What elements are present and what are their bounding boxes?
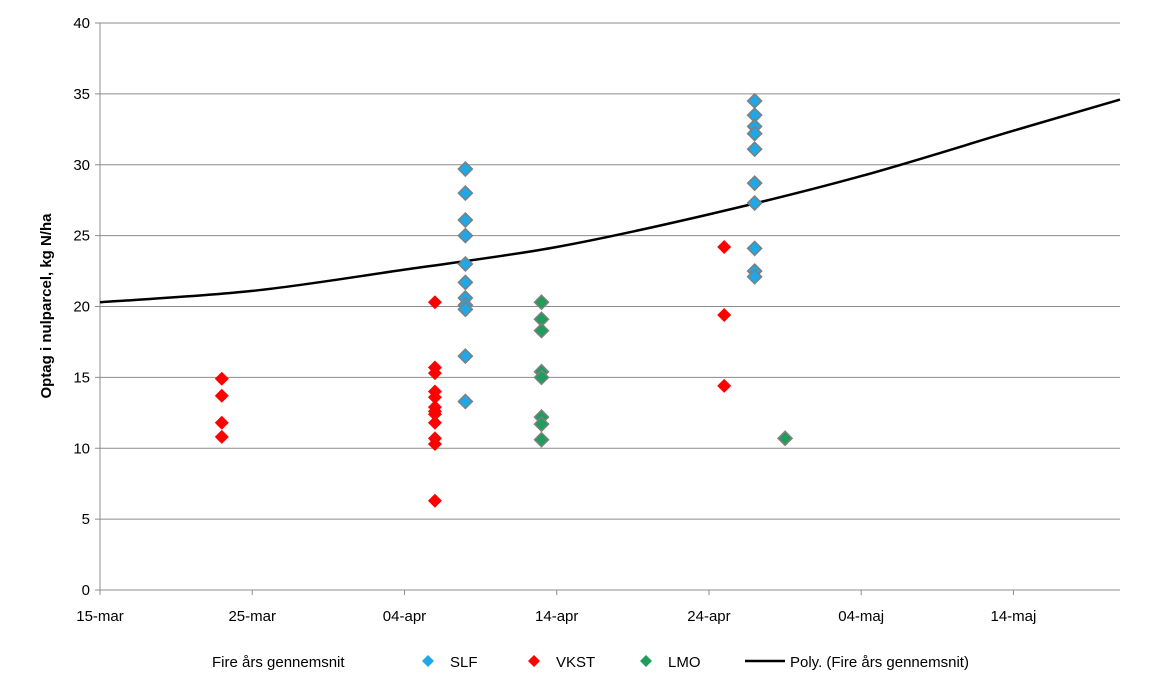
data-point-vkst [427, 366, 442, 381]
gridlines [100, 22, 1120, 520]
trendline [99, 98, 1121, 304]
legend-label-lmo: LMO [668, 654, 701, 671]
data-point-vkst [214, 388, 229, 403]
data-point-slf [746, 194, 763, 212]
data-point-slf [457, 348, 474, 365]
data-point-slf [457, 301, 474, 318]
x-tick-label: 15-mar [76, 608, 124, 625]
data-point-slf [457, 160, 474, 178]
y-tick-label: 5 [82, 511, 90, 528]
data-point-slf [457, 211, 474, 229]
legend-marker-lmo [640, 655, 652, 667]
legend-label-trendline: Poly. (Fire års gennemsnit) [790, 654, 969, 671]
data-point-slf [746, 268, 763, 285]
data-point-vkst [717, 239, 732, 254]
data-point-vkst [427, 493, 442, 508]
y-tick-label: 30 [73, 157, 90, 174]
data-point-lmo [533, 431, 550, 448]
data-point-vkst [717, 308, 732, 323]
y-tick-label: 35 [73, 86, 90, 103]
data-point-lmo [533, 416, 550, 433]
axes [95, 22, 1120, 595]
data-point-lmo [533, 369, 550, 386]
y-tick-label: 10 [73, 440, 90, 457]
data-points [214, 92, 794, 508]
data-point-lmo [533, 322, 550, 339]
x-tick-label: 25-mar [228, 608, 276, 625]
y-tick-label: 25 [73, 228, 90, 245]
data-point-vkst [214, 429, 229, 444]
data-point-lmo [533, 294, 550, 311]
data-point-slf [746, 175, 763, 192]
data-point-vkst [214, 371, 229, 386]
trendline-path [99, 98, 1121, 304]
data-point-vkst [427, 415, 442, 430]
y-tick-label: 0 [82, 582, 90, 599]
data-point-slf [457, 274, 474, 291]
y-tick-label: 15 [73, 369, 90, 386]
data-point-vkst [427, 407, 442, 422]
y-tick-label: 40 [73, 15, 90, 32]
legend-label-vkst: VKST [556, 654, 595, 671]
legend-marker-vkst [528, 655, 540, 667]
data-point-vkst [717, 378, 732, 393]
y-tick-label: 20 [73, 299, 90, 316]
y-axis-title: Optag i nulparcel, kg N/ha [38, 213, 55, 399]
x-tick-label: 14-maj [991, 608, 1037, 625]
data-point-slf [457, 227, 474, 244]
data-point-slf [746, 92, 763, 110]
x-tick-label: 04-apr [383, 608, 426, 625]
legend: Fire års gennemsnit SLF VKST LMO Poly. (Fir… [212, 654, 969, 671]
y-tick-labels: 0 5 10 15 20 25 30 35 40 [73, 15, 90, 599]
data-point-slf [457, 393, 474, 410]
legend-marker-slf [422, 655, 434, 667]
data-point-slf [746, 240, 763, 257]
x-tick-label: 14-apr [535, 608, 578, 625]
data-point-lmo [777, 430, 794, 447]
x-tick-label: 04-maj [838, 608, 884, 625]
data-point-slf [746, 125, 763, 142]
data-point-vkst [427, 390, 442, 405]
legend-label-slf: SLF [450, 654, 478, 671]
data-point-vkst [214, 415, 229, 430]
data-point-slf [746, 141, 763, 158]
data-point-vkst [427, 436, 442, 451]
data-point-slf [457, 255, 474, 273]
legend-title: Fire års gennemsnit [212, 654, 345, 671]
data-point-vkst [427, 295, 442, 310]
x-tick-label: 24-apr [687, 608, 730, 625]
data-point-slf [457, 185, 474, 202]
x-tick-labels: 15-mar 25-mar 04-apr 14-apr 24-apr 04-maj 14-m… [76, 608, 1036, 625]
